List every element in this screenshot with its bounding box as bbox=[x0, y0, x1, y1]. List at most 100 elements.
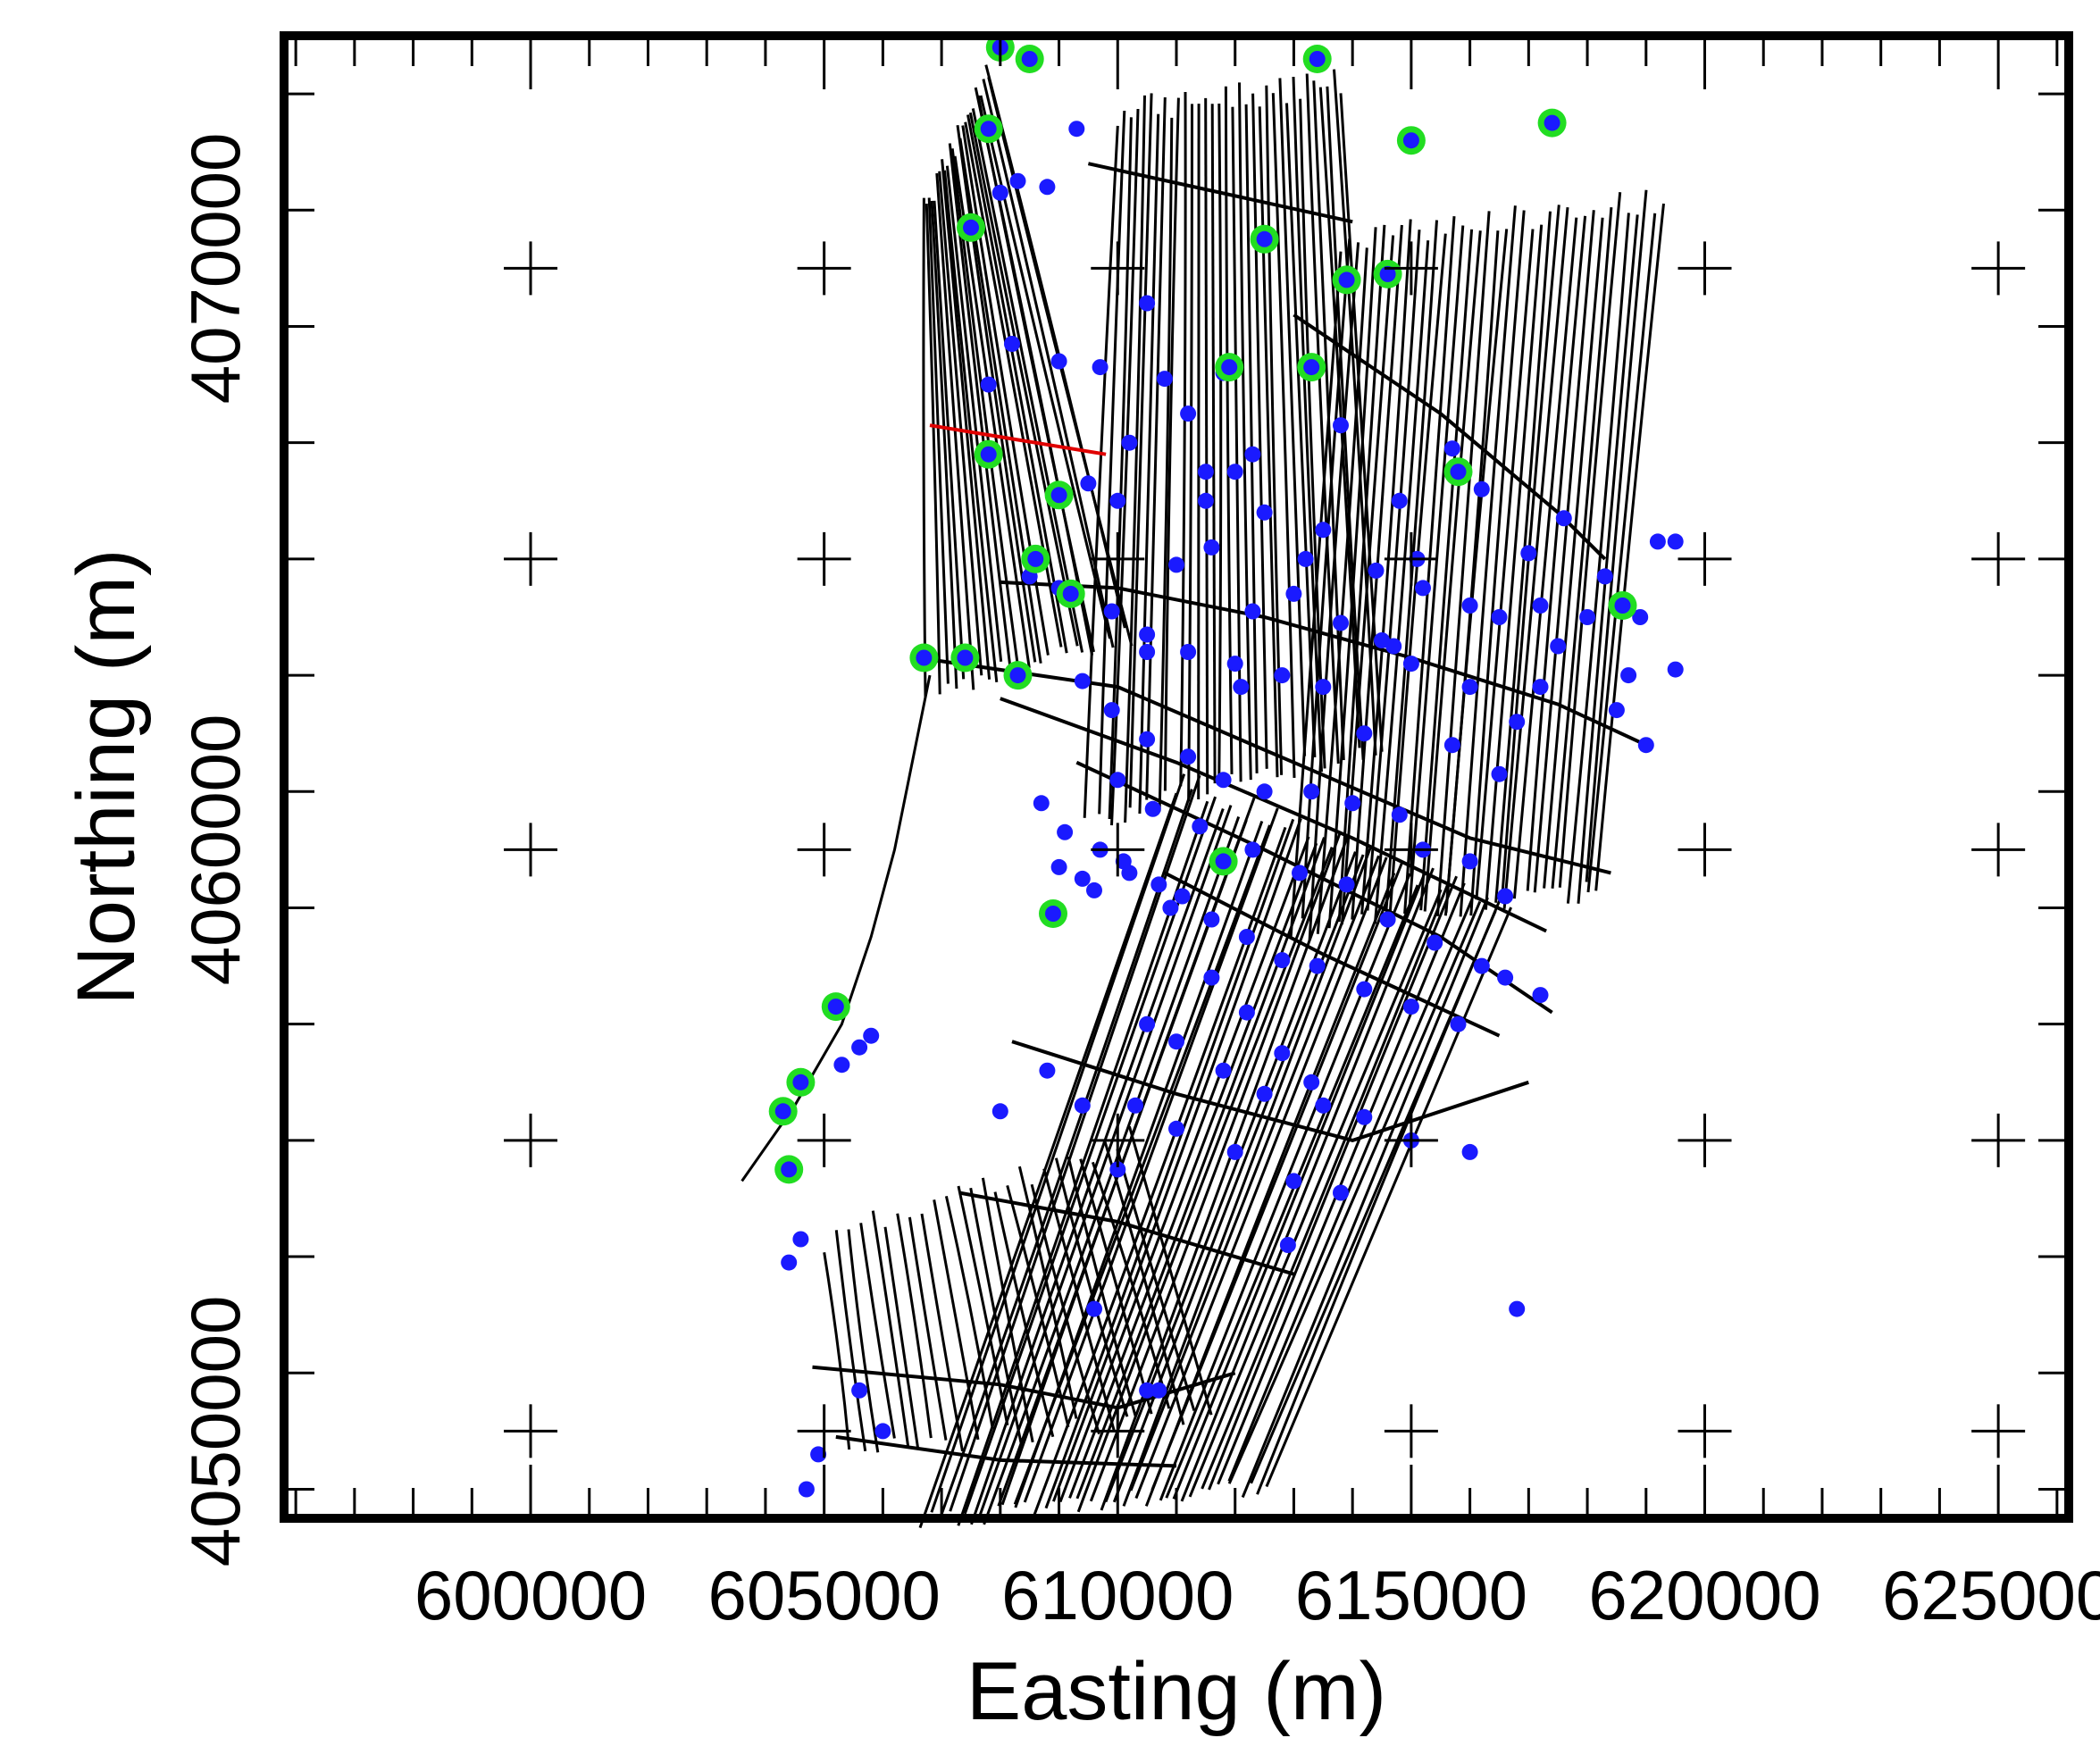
data-point bbox=[1303, 783, 1320, 800]
data-point bbox=[1379, 911, 1396, 928]
data-point bbox=[1473, 957, 1490, 974]
data-point bbox=[1139, 295, 1156, 312]
survey-line bbox=[1419, 229, 1474, 911]
survey-line bbox=[941, 159, 991, 680]
data-point bbox=[1168, 556, 1184, 573]
y-tick-labels: 4050000 4060000 4070000 bbox=[176, 133, 255, 1567]
data-point bbox=[1109, 492, 1126, 509]
data-point bbox=[1667, 533, 1684, 550]
data-point bbox=[1033, 795, 1050, 812]
data-point-ringed bbox=[827, 999, 844, 1015]
survey-line bbox=[834, 1230, 867, 1452]
survey-line bbox=[1444, 229, 1509, 913]
tie-line bbox=[1087, 162, 1353, 224]
data-point bbox=[1461, 597, 1478, 614]
data-point-ringed bbox=[963, 219, 979, 236]
data-point bbox=[1274, 1045, 1291, 1062]
survey-line bbox=[1241, 897, 1489, 1499]
data-point bbox=[1532, 987, 1549, 1004]
data-point-ringed bbox=[781, 1161, 798, 1178]
data-point bbox=[1244, 841, 1261, 858]
data-point bbox=[1215, 1062, 1232, 1079]
survey-line bbox=[927, 197, 950, 684]
survey-line bbox=[920, 1213, 964, 1452]
data-point bbox=[1461, 1143, 1478, 1160]
survey-line bbox=[1327, 227, 1377, 929]
survey-line bbox=[1577, 214, 1639, 904]
data-point bbox=[1150, 1382, 1167, 1399]
data-point-ringed bbox=[1338, 272, 1355, 288]
data-point bbox=[1192, 818, 1209, 835]
data-point bbox=[1203, 539, 1220, 556]
tie-lines bbox=[740, 162, 1647, 1468]
survey-line bbox=[1013, 824, 1271, 1505]
grid-crosses bbox=[504, 241, 2026, 1458]
data-point bbox=[1086, 1300, 1102, 1317]
data-point-ringed bbox=[1221, 359, 1238, 376]
data-point bbox=[1333, 417, 1349, 434]
data-point bbox=[1238, 1004, 1255, 1021]
data-point bbox=[1203, 911, 1220, 928]
survey-line bbox=[1337, 224, 1386, 923]
data-point-ringed bbox=[792, 1074, 809, 1090]
survey-line bbox=[1227, 900, 1482, 1484]
data-point bbox=[1174, 888, 1191, 905]
survey-line bbox=[1339, 93, 1384, 752]
survey-line bbox=[1000, 797, 1256, 1506]
survey-line bbox=[883, 1226, 919, 1448]
survey-line bbox=[1251, 93, 1268, 769]
survey-line bbox=[1585, 189, 1648, 882]
data-point bbox=[1139, 1382, 1156, 1399]
data-point bbox=[1303, 1074, 1320, 1090]
survey-line bbox=[979, 95, 1111, 639]
x-tick-labels: 600000 605000 610000 615000 620000 625000 bbox=[414, 1556, 2100, 1634]
data-point bbox=[1009, 172, 1026, 189]
survey-line bbox=[1044, 818, 1295, 1509]
data-point bbox=[1162, 899, 1179, 916]
data-point-ringed bbox=[1402, 132, 1419, 149]
data-point-ringed bbox=[1062, 585, 1079, 602]
data-point bbox=[1356, 981, 1373, 998]
data-point bbox=[792, 1231, 809, 1248]
tie-line bbox=[1293, 313, 1607, 561]
plot-points bbox=[768, 33, 1684, 1498]
data-point bbox=[1443, 440, 1460, 457]
survey-line bbox=[1091, 1161, 1171, 1409]
survey-line bbox=[1217, 882, 1466, 1485]
data-point bbox=[1086, 882, 1102, 898]
data-point bbox=[1520, 545, 1537, 562]
data-point bbox=[851, 1382, 868, 1399]
survey-line bbox=[1373, 240, 1430, 924]
data-point bbox=[1274, 667, 1291, 684]
survey-line bbox=[1210, 104, 1217, 784]
data-point bbox=[991, 184, 1008, 201]
survey-line bbox=[993, 1191, 1055, 1438]
survey-line bbox=[1217, 103, 1223, 775]
survey-line bbox=[1128, 93, 1153, 808]
survey-line bbox=[948, 143, 1014, 681]
survey-line bbox=[1566, 213, 1630, 904]
data-point bbox=[1103, 603, 1120, 620]
tie-line bbox=[1163, 871, 1501, 1038]
data-point bbox=[1473, 480, 1490, 497]
survey-line bbox=[908, 1216, 948, 1441]
data-point bbox=[1315, 679, 1332, 696]
data-point bbox=[1309, 957, 1326, 974]
data-point bbox=[1550, 638, 1567, 655]
data-point-ringed bbox=[980, 446, 997, 463]
data-point bbox=[833, 1057, 850, 1074]
survey-line bbox=[1138, 113, 1160, 815]
survey-line bbox=[1366, 230, 1421, 911]
survey-line bbox=[1551, 206, 1613, 889]
highlight-line bbox=[929, 423, 1107, 456]
data-point-ringed bbox=[957, 649, 974, 666]
survey-line bbox=[1558, 192, 1622, 888]
survey-line bbox=[981, 1177, 1034, 1443]
survey-line bbox=[1301, 238, 1351, 919]
data-point-ringed bbox=[1303, 359, 1320, 376]
data-point bbox=[1050, 858, 1067, 875]
data-point bbox=[1338, 876, 1355, 893]
x-tick-label: 600000 bbox=[414, 1556, 647, 1634]
data-point-ringed bbox=[916, 649, 933, 666]
